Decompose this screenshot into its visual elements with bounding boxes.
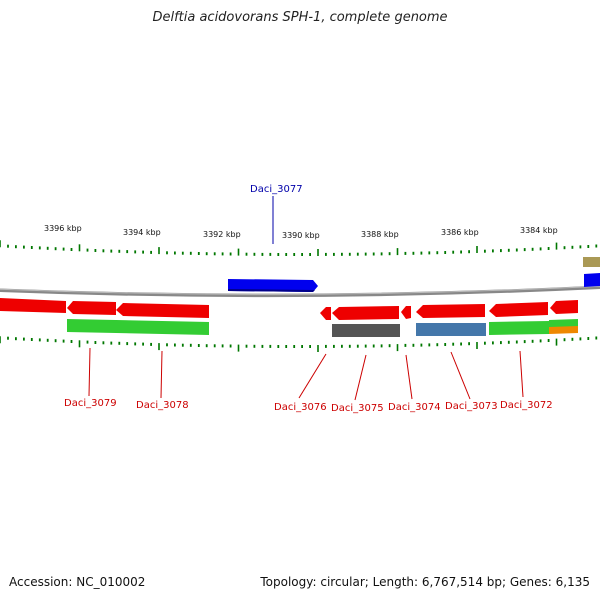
accession-text: Accession: NC_010002 bbox=[9, 575, 146, 589]
gene-label-daci-3078[interactable]: Daci_3078 bbox=[136, 400, 189, 411]
ruler-label-3384: 3384 kbp bbox=[520, 226, 558, 235]
band-green-4[interactable] bbox=[549, 319, 578, 328]
gene-label-daci-3074[interactable]: Daci_3074 bbox=[388, 402, 441, 413]
ruler-label-3392: 3392 kbp bbox=[203, 230, 241, 239]
outer-tick-track bbox=[0, 240, 598, 256]
feature-band-track bbox=[67, 319, 578, 337]
ruler-label-3394: 3394 kbp bbox=[123, 228, 161, 237]
gene-label-daci-3077[interactable]: Daci_3077 bbox=[250, 184, 303, 195]
cds-daci-3076[interactable] bbox=[320, 307, 331, 320]
gene-label-daci-3072[interactable]: Daci_3072 bbox=[500, 400, 553, 411]
forward-strand-track bbox=[228, 257, 600, 292]
cds-daci-3075[interactable] bbox=[332, 306, 399, 320]
cds-blue-right[interactable] bbox=[584, 273, 600, 287]
ruler-label-3386: 3386 kbp bbox=[441, 228, 479, 237]
cds-daci-3072[interactable] bbox=[489, 302, 548, 317]
cds-daci-3073[interactable] bbox=[416, 304, 485, 318]
ruler-label-3388: 3388 kbp bbox=[361, 230, 399, 239]
band-orange[interactable] bbox=[549, 326, 578, 334]
ruler-labels: 3396 kbp 3394 kbp 3392 kbp 3390 kbp 3388… bbox=[44, 224, 558, 240]
cds-daci-3074[interactable] bbox=[401, 306, 411, 319]
gene-label-daci-3079[interactable]: Daci_3079 bbox=[64, 398, 117, 409]
ruler-label-3390: 3390 kbp bbox=[282, 231, 320, 240]
cds-daci-3080[interactable] bbox=[0, 298, 66, 313]
band-grey[interactable] bbox=[332, 324, 400, 337]
cds-daci-3079[interactable] bbox=[67, 301, 116, 315]
label-leaders bbox=[88, 196, 524, 401]
genome-summary-text: Topology: circular; Length: 6,767,514 bp… bbox=[260, 575, 590, 589]
cds-daci-3077[interactable] bbox=[228, 279, 318, 292]
band-green-3[interactable] bbox=[489, 321, 549, 335]
inner-tick-track bbox=[0, 336, 598, 352]
cds-daci-3071[interactable] bbox=[550, 300, 578, 314]
band-green-1[interactable] bbox=[67, 319, 116, 333]
band-blue[interactable] bbox=[416, 323, 486, 336]
genome-backbone bbox=[0, 285, 600, 298]
gene-label-daci-3073[interactable]: Daci_3073 bbox=[445, 401, 498, 412]
gene-label-daci-3075[interactable]: Daci_3075 bbox=[331, 403, 384, 414]
map-title: Delftia acidovorans SPH-1, complete geno… bbox=[152, 10, 448, 25]
gene-label-daci-3076[interactable]: Daci_3076 bbox=[274, 402, 327, 413]
gene-labels: Daci_3077 Daci_3079 Daci_3078 Daci_3076 … bbox=[64, 184, 553, 414]
band-green-2[interactable] bbox=[116, 320, 209, 335]
ruler-label-3396: 3396 kbp bbox=[44, 224, 82, 233]
reverse-strand-track bbox=[0, 298, 578, 320]
cds-daci-3078[interactable] bbox=[116, 303, 209, 318]
cds-olive-right[interactable] bbox=[583, 257, 600, 267]
